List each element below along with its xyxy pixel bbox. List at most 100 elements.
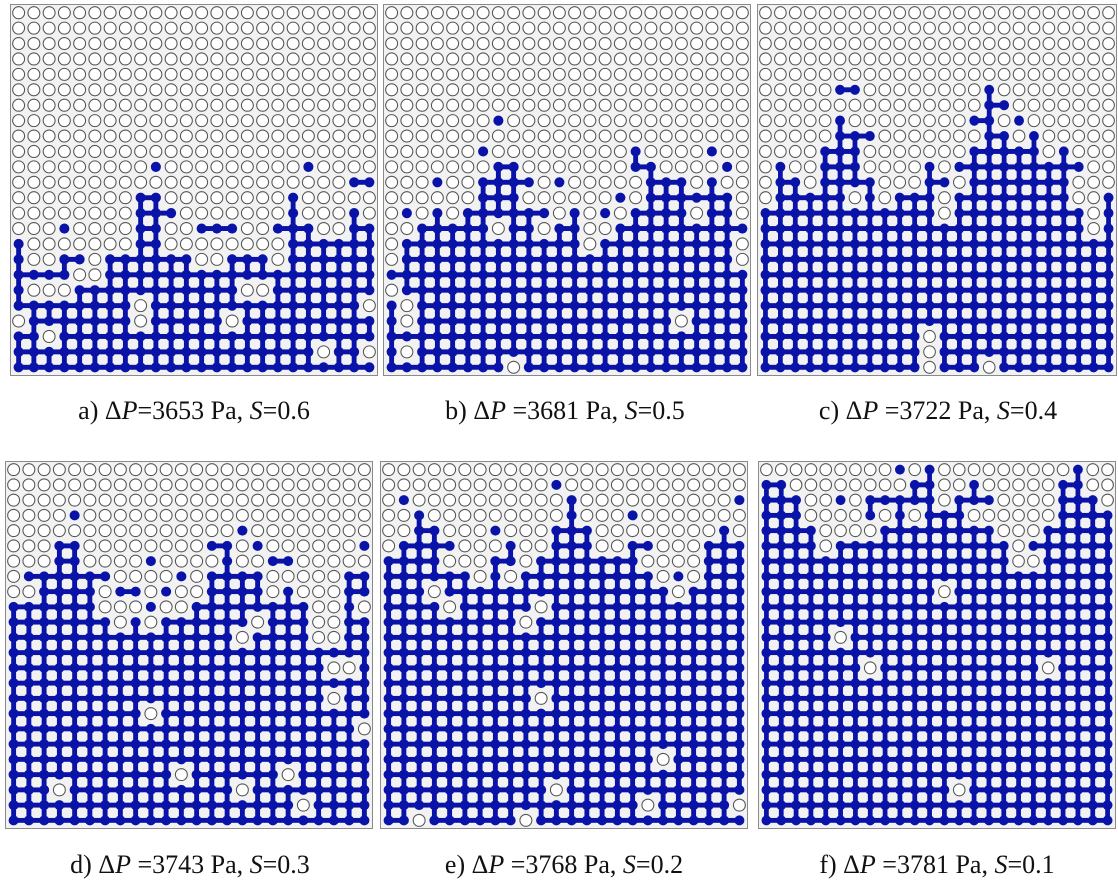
empty-pore: [73, 52, 87, 66]
invaded-pore: [447, 285, 458, 296]
empty-pore: [446, 52, 460, 66]
invaded-pore: [539, 208, 550, 219]
invaded-pore: [820, 177, 831, 188]
invaded-pore: [999, 315, 1010, 327]
invaded-pore: [1014, 346, 1024, 357]
empty-pore: [195, 21, 209, 35]
empty-pore: [1042, 98, 1056, 112]
invaded-pore: [364, 223, 375, 234]
empty-pore: [210, 98, 224, 112]
invaded-pore: [135, 285, 146, 296]
invaded-pore: [523, 346, 534, 357]
empty-pore: [347, 6, 361, 20]
empty-pore: [179, 206, 193, 220]
invaded-pore: [120, 254, 131, 265]
empty-pore: [908, 52, 921, 66]
invaded-pore: [206, 815, 217, 826]
empty-pore: [552, 21, 566, 35]
invaded-pore: [432, 362, 443, 373]
empty-pore: [1057, 6, 1071, 20]
invaded-pore: [737, 300, 748, 311]
invaded-pore: [493, 254, 504, 265]
empty-pore: [12, 98, 26, 112]
empty-pore: [57, 129, 71, 143]
invaded-pore: [211, 285, 222, 296]
invaded-pore: [539, 254, 550, 265]
empty-pore: [385, 6, 399, 20]
empty-pore: [357, 463, 371, 477]
invaded-pore: [864, 300, 875, 311]
empty-pore: [415, 6, 429, 20]
empty-pore: [644, 67, 658, 81]
empty-pore: [271, 6, 285, 20]
invaded-pore: [252, 647, 263, 658]
invaded-pore: [206, 739, 217, 750]
empty-pore: [759, 160, 772, 174]
empty-pore: [281, 463, 295, 477]
invaded-pore: [820, 315, 831, 327]
empty-pore: [446, 6, 460, 20]
invaded-pore: [298, 647, 309, 658]
invaded-pore: [257, 362, 268, 373]
invaded-pore: [924, 300, 935, 311]
empty-pore: [690, 52, 704, 66]
empty-pore: [568, 52, 582, 66]
invaded-pore: [28, 346, 39, 357]
empty-pore: [818, 6, 832, 20]
empty-pore: [848, 98, 862, 112]
empty-pore: [833, 21, 847, 35]
invaded-pore: [222, 739, 233, 750]
invaded-pore: [176, 723, 187, 734]
empty-pore: [803, 6, 817, 20]
invaded-pore: [84, 784, 95, 795]
invaded-pore: [1103, 346, 1114, 357]
invaded-pore: [984, 177, 995, 188]
network-panel-c: [757, 4, 1117, 376]
invaded-pore: [508, 223, 519, 234]
invaded-pore: [706, 315, 717, 327]
invaded-pore: [13, 331, 24, 342]
invaded-pore: [252, 601, 263, 612]
invaded-pore: [115, 647, 126, 658]
invaded-pore: [8, 647, 19, 658]
empty-pore: [118, 160, 132, 174]
invaded-pore: [39, 723, 50, 734]
empty-pore: [144, 539, 158, 553]
invaded-pore: [879, 238, 890, 250]
invaded-pore: [909, 315, 920, 327]
empty-pore: [27, 98, 41, 112]
invaded-pore: [237, 571, 248, 582]
invaded-pore: [313, 662, 324, 673]
invaded-pore: [100, 571, 111, 582]
invaded-pore: [894, 192, 905, 203]
empty-pore: [415, 144, 429, 159]
invaded-pore: [999, 238, 1010, 250]
empty-pore: [774, 114, 787, 128]
empty-pore: [982, 52, 996, 66]
empty-pore: [430, 6, 444, 20]
empty-pore: [1102, 98, 1115, 112]
invaded-pore: [328, 739, 339, 750]
invaded-pore: [706, 269, 717, 280]
invaded-pore: [894, 362, 905, 373]
invaded-pore: [706, 285, 717, 296]
invaded-pore: [54, 540, 65, 551]
empty-pore: [205, 508, 219, 522]
invaded-pore: [349, 362, 360, 373]
invaded-pore: [706, 362, 717, 373]
empty-pore: [552, 206, 566, 220]
invaded-pore: [1058, 192, 1069, 203]
empty-pore: [134, 98, 148, 112]
invaded-pore: [691, 238, 702, 250]
invaded-pore: [1029, 208, 1039, 219]
invaded-pore: [645, 238, 656, 250]
invaded-pore: [39, 571, 50, 582]
invaded-pore: [954, 346, 965, 357]
empty-pore: [938, 114, 951, 128]
invaded-pore: [135, 331, 146, 342]
empty-pore: [118, 175, 132, 189]
empty-pore: [27, 21, 41, 35]
empty-pore: [690, 36, 704, 51]
empty-pore: [908, 114, 921, 128]
invaded-pore: [417, 238, 428, 250]
